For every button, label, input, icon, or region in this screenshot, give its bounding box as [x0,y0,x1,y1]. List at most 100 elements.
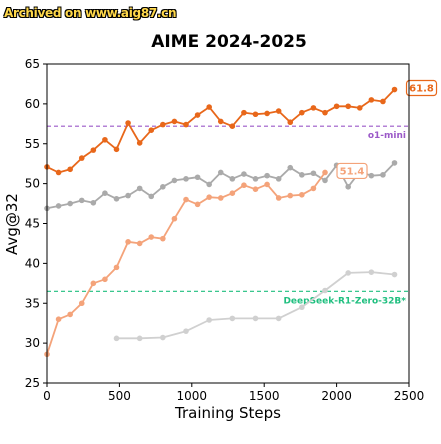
data-point [90,280,97,287]
data-point [55,169,62,176]
data-point [160,235,166,242]
data-point [171,118,178,125]
data-point [275,315,282,322]
data-point [67,311,73,318]
watermark: Archived on www.aig87.cn [4,6,177,20]
x-tick-label: 1000 [177,389,208,403]
y-tick-label: 55 [25,137,40,151]
data-point [206,194,212,200]
reference-line-label: DeepSeek-R1-Zero-32B* [283,296,406,306]
data-point [113,195,120,202]
data-point [102,276,108,283]
data-point [125,192,131,199]
y-tick-label: 65 [25,57,40,71]
data-point [391,271,398,278]
data-point [287,119,294,126]
data-point [264,172,270,179]
data-point [345,270,351,276]
y-tick-label: 30 [25,336,40,350]
data-point [229,123,236,130]
end-value-label: 61.8 [409,84,434,95]
y-tick-label: 50 [25,177,40,191]
data-point [356,105,363,111]
end-value-box [336,162,368,180]
data-point [136,335,143,342]
data-point [194,174,201,181]
data-point [183,121,189,128]
data-point [322,177,328,184]
data-point [206,104,212,110]
data-point [217,195,224,201]
x-tick-label: 2000 [321,389,352,403]
data-point [264,110,270,117]
data-point [160,184,166,190]
data-point [78,155,85,161]
end-value-label: 51.4 [340,166,365,177]
data-point [241,109,247,116]
data-point [125,120,131,126]
data-point [90,147,97,153]
data-point [322,287,328,294]
data-point [102,136,108,143]
data-point [171,215,178,222]
data-point [125,239,131,245]
y-axis-label: Avg@32 [3,193,21,255]
data-point [299,304,305,311]
end-value-box [405,79,438,97]
data-point [299,109,305,116]
x-tick-label: 0 [43,389,51,403]
chart-title: AIME 2024-2025 [151,32,307,52]
data-point [275,195,282,201]
data-point [299,172,305,178]
data-point [229,190,236,196]
x-tick-label: 500 [108,389,131,403]
data-point [55,203,62,209]
y-tick-label: 60 [25,97,40,111]
data-point [67,200,73,207]
y-tick-label: 35 [25,296,40,310]
data-point [287,192,294,199]
data-point [264,181,270,188]
y-tick-label: 40 [25,256,40,270]
data-point [148,127,155,133]
data-point [206,317,212,323]
data-point [78,300,85,307]
series-line [46,88,396,174]
x-axis-label: Training Steps [174,404,281,422]
data-point [148,234,155,240]
data-point [67,166,73,173]
data-point [217,169,224,176]
data-point [368,172,375,179]
data-point [102,190,108,196]
data-point [194,112,201,118]
data-point [252,186,259,193]
data-point [194,201,201,208]
data-point [252,315,259,322]
data-point [275,176,282,182]
x-tick-label: 2500 [394,389,425,403]
data-point [136,185,143,192]
data-point [380,98,386,105]
data-point [183,196,189,203]
data-point [310,185,317,192]
reference-line-label: o1-mini [368,131,406,141]
data-point [345,103,351,110]
data-point [310,105,317,111]
data-point [113,264,120,271]
data-point [55,316,62,323]
data-point [206,181,212,188]
data-point [136,240,143,247]
data-point [160,121,166,128]
y-tick-label: 45 [25,217,40,231]
data-point [322,109,328,116]
data-point [333,103,340,110]
data-point [345,184,351,190]
data-point [113,146,120,153]
data-point [287,164,294,171]
data-point [391,86,398,93]
data-point [229,176,236,182]
data-point [217,118,224,125]
data-point [148,193,155,200]
data-point [160,334,166,341]
